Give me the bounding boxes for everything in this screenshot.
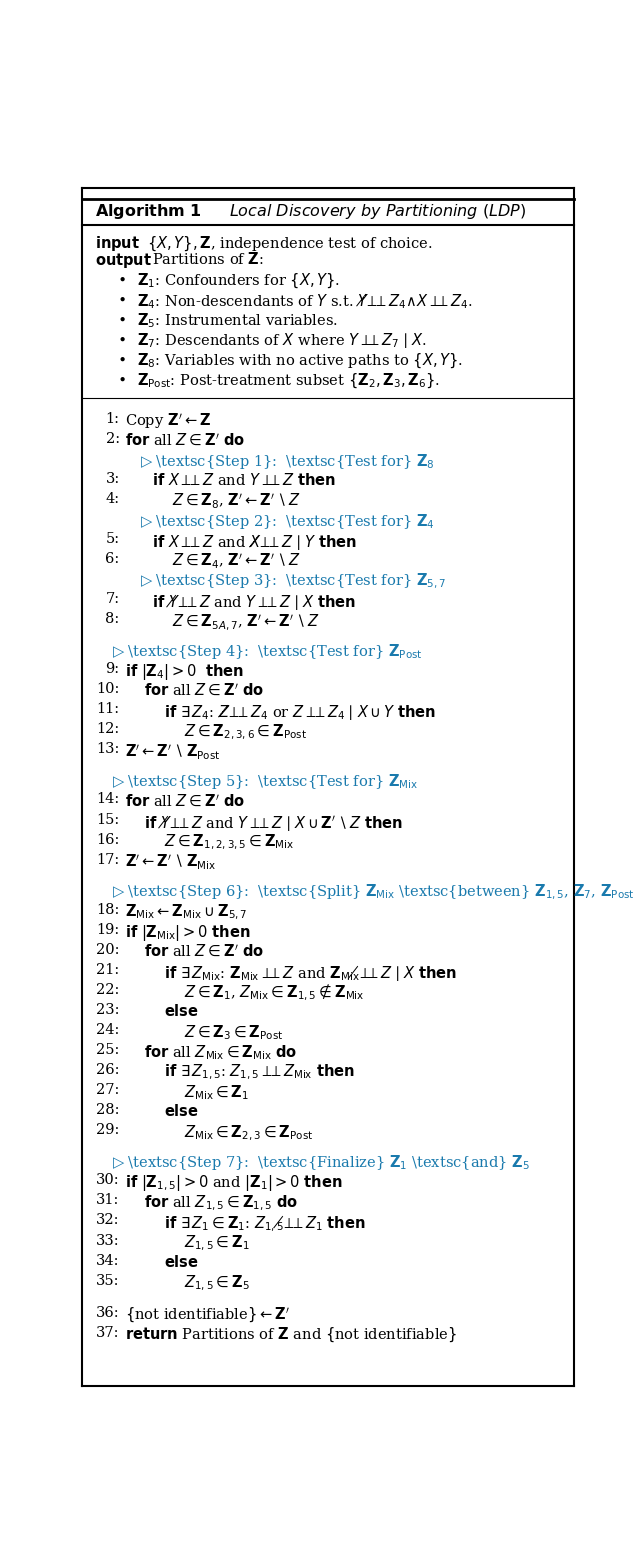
Text: 17:: 17: bbox=[97, 853, 120, 867]
Text: $\mathbf{if}$ $X \perp\!\!\!\perp Z$ and $X \not\!\perp\!\!\!\perp Z\mid Y$ $\ma: $\mathbf{if}$ $X \perp\!\!\!\perp Z$ and… bbox=[152, 532, 357, 552]
Text: $\mathbf{Z}_4$: Non-descendants of $Y$ s.t. $Y\not\!\perp\!\!\!\perp Z_4{\wedge}: $\mathbf{Z}_4$: Non-descendants of $Y$ s… bbox=[137, 292, 473, 310]
Text: $\{$not identifiable$\} \leftarrow \mathbf{Z}^\prime$: $\{$not identifiable$\} \leftarrow \math… bbox=[125, 1306, 289, 1325]
Text: $\mathbf{if}$ $\exists\,Z_{1,5}$: $Z_{1,5} \perp\!\!\!\perp Z_{\mathrm{Mix}}$ $\: $\mathbf{if}$ $\exists\,Z_{1,5}$: $Z_{1,… bbox=[164, 1063, 355, 1082]
Text: $\mathbf{for}$ all $Z \in \mathbf{Z}^\prime$ $\mathbf{do}$: $\mathbf{for}$ all $Z \in \mathbf{Z}^\pr… bbox=[145, 683, 264, 698]
Text: 21:: 21: bbox=[97, 963, 120, 977]
Text: 26:: 26: bbox=[96, 1063, 120, 1077]
Text: $\mathbf{Z}_8$: Variables with no active paths to $\{X,Y\}$.: $\mathbf{Z}_8$: Variables with no active… bbox=[137, 351, 463, 369]
Text: $\mathit{Local\ Discovery\ by\ Partitioning\ (LDP)}$: $\mathit{Local\ Discovery\ by\ Partition… bbox=[229, 203, 526, 221]
Text: 24:: 24: bbox=[96, 1023, 120, 1037]
Text: $Z \in \mathbf{Z}_{2,3,6} \in \mathbf{Z}_{\mathrm{Post}}$: $Z \in \mathbf{Z}_{2,3,6} \in \mathbf{Z}… bbox=[184, 722, 307, 742]
Text: $\mathbf{Z}^\prime \leftarrow \mathbf{Z}^\prime \setminus \mathbf{Z}_{\mathrm{Mi: $\mathbf{Z}^\prime \leftarrow \mathbf{Z}… bbox=[125, 853, 216, 871]
Text: $\mathbf{Z}_{\mathrm{Mix}} \leftarrow \mathbf{Z}_{\mathrm{Mix}} \cup \mathbf{Z}_: $\mathbf{Z}_{\mathrm{Mix}} \leftarrow \m… bbox=[125, 903, 247, 921]
Text: 3:: 3: bbox=[106, 472, 120, 486]
Text: 36:: 36: bbox=[96, 1306, 120, 1319]
Text: Copy $\mathbf{Z}^\prime \leftarrow \mathbf{Z}$: Copy $\mathbf{Z}^\prime \leftarrow \math… bbox=[125, 412, 211, 432]
Text: 25:: 25: bbox=[96, 1043, 120, 1057]
Text: $\triangleright$ \textsc{Step 4}:  \textsc{Test for} $\mathbf{Z}_{\mathrm{Post}}: $\triangleright$ \textsc{Step 4}: \texts… bbox=[112, 642, 422, 661]
Text: $\mathbf{input}$: $\mathbf{input}$ bbox=[95, 234, 140, 253]
Text: $\triangleright$ \textsc{Step 3}:  \textsc{Test for} $\mathbf{Z}_{5,7}$: $\triangleright$ \textsc{Step 3}: \texts… bbox=[140, 572, 445, 591]
Text: $\bullet$: $\bullet$ bbox=[117, 351, 126, 365]
Text: $\mathbf{Z}_7$: Descendants of $X$ where $Y\perp\!\!\!\perp Z_7\mid X$.: $\mathbf{Z}_7$: Descendants of $X$ where… bbox=[137, 332, 427, 351]
Text: $\{X,Y\}, \mathbf{Z}$, independence test of choice.: $\{X,Y\}, \mathbf{Z}$, independence test… bbox=[147, 234, 433, 253]
Text: $Z_{1,5} \in \mathbf{Z}_5$: $Z_{1,5} \in \mathbf{Z}_5$ bbox=[184, 1274, 250, 1292]
Text: $\triangleright$ \textsc{Step 2}:  \textsc{Test for} $\mathbf{Z}_4$: $\triangleright$ \textsc{Step 2}: \texts… bbox=[140, 511, 435, 530]
Text: $\triangleright$ \textsc{Step 5}:  \textsc{Test for} $\mathbf{Z}_{\mathrm{Mix}}$: $\triangleright$ \textsc{Step 5}: \texts… bbox=[112, 772, 419, 792]
Text: 4:: 4: bbox=[106, 491, 120, 505]
Text: $\mathbf{if}$ $\exists\,Z_{\mathrm{Mix}}$: $\mathbf{Z}_{\mathrm{Mix}} \perp\!\!\: $\mathbf{if}$ $\exists\,Z_{\mathrm{Mix}}… bbox=[164, 963, 458, 982]
Text: $\mathbf{for}$ all $Z \in \mathbf{Z}^\prime$ $\mathbf{do}$: $\mathbf{for}$ all $Z \in \mathbf{Z}^\pr… bbox=[125, 432, 244, 447]
Text: 7:: 7: bbox=[106, 592, 120, 606]
Text: 13:: 13: bbox=[96, 742, 120, 756]
Text: 29:: 29: bbox=[96, 1122, 120, 1137]
Text: $\mathbf{return}$ Partitions of $\mathbf{Z}$ and $\{$not identifiable$\}$: $\mathbf{return}$ Partitions of $\mathbf… bbox=[125, 1325, 456, 1344]
Text: $Z \in \mathbf{Z}_1$, $Z_{\mathrm{Mix}} \in \mathbf{Z}_{1,5} \notin \mathbf{Z}_{: $Z \in \mathbf{Z}_1$, $Z_{\mathrm{Mix}} … bbox=[184, 982, 365, 1004]
Text: 34:: 34: bbox=[96, 1253, 120, 1267]
Text: 18:: 18: bbox=[96, 903, 120, 917]
Text: 27:: 27: bbox=[96, 1084, 120, 1098]
Text: Partitions of $\mathbf{Z}$:: Partitions of $\mathbf{Z}$: bbox=[152, 251, 264, 267]
Text: $\bullet$: $\bullet$ bbox=[117, 292, 126, 306]
Text: $\mathbf{if}$ $\exists\,Z_4$: $Z \not\!\perp\!\!\!\perp Z_4$ or $Z \perp\!\!\!\p: $\mathbf{if}$ $\exists\,Z_4$: $Z \not\!\… bbox=[164, 702, 436, 722]
Text: $\mathbf{if}$ $\exists\,Z_1 \in \mathbf{Z}_1$: $Z_{1,5} \not\!\perp\!\!\!\perp Z: $\mathbf{if}$ $\exists\,Z_1 \in \mathbf{… bbox=[164, 1213, 366, 1233]
Text: $\mathbf{Z}_{\mathrm{Post}}$: Post-treatment subset $\{\mathbf{Z}_2,\mathbf{Z}_3: $\mathbf{Z}_{\mathrm{Post}}$: Post-treat… bbox=[137, 371, 440, 390]
Text: $\mathbf{for}$ all $Z_{1,5} \in \mathbf{Z}_{1,5}$ $\mathbf{do}$: $\mathbf{for}$ all $Z_{1,5} \in \mathbf{… bbox=[145, 1194, 299, 1213]
Text: 8:: 8: bbox=[106, 613, 120, 627]
Text: $\bullet$: $\bullet$ bbox=[117, 371, 126, 385]
Text: 32:: 32: bbox=[96, 1213, 120, 1227]
Text: $Z \in \mathbf{Z}_4$, $\mathbf{Z}^\prime \leftarrow \mathbf{Z}^\prime \setminus : $Z \in \mathbf{Z}_4$, $\mathbf{Z}^\prime… bbox=[172, 552, 301, 571]
Text: $\mathbf{else}$: $\mathbf{else}$ bbox=[164, 1253, 199, 1269]
Text: $Z \in \mathbf{Z}_8$, $\mathbf{Z}^\prime \leftarrow \mathbf{Z}^\prime \setminus : $Z \in \mathbf{Z}_8$, $\mathbf{Z}^\prime… bbox=[172, 491, 301, 511]
Text: 11:: 11: bbox=[97, 702, 120, 716]
Text: 35:: 35: bbox=[96, 1274, 120, 1288]
Text: $\mathbf{if}$ $|\mathbf{Z}_{\mathrm{Mix}}| > 0$ $\mathbf{then}$: $\mathbf{if}$ $|\mathbf{Z}_{\mathrm{Mix}… bbox=[125, 923, 250, 943]
Text: $\mathbf{Algorithm\ 1}$: $\mathbf{Algorithm\ 1}$ bbox=[95, 203, 202, 221]
Text: $Z \in \mathbf{Z}_{1,2,3,5} \in \mathbf{Z}_{\mathrm{Mix}}$: $Z \in \mathbf{Z}_{1,2,3,5} \in \mathbf{… bbox=[164, 833, 295, 851]
Text: 5:: 5: bbox=[106, 532, 120, 546]
Text: $Z \in \mathbf{Z}_{5A,7}$, $\mathbf{Z}^\prime \leftarrow \mathbf{Z}^\prime \setm: $Z \in \mathbf{Z}_{5A,7}$, $\mathbf{Z}^\… bbox=[172, 613, 319, 631]
Text: $Z \in \mathbf{Z}_3 \in \mathbf{Z}_{\mathrm{Post}}$: $Z \in \mathbf{Z}_3 \in \mathbf{Z}_{\mat… bbox=[184, 1023, 284, 1041]
Text: $\mathbf{else}$: $\mathbf{else}$ bbox=[164, 1002, 199, 1020]
Text: 19:: 19: bbox=[97, 923, 120, 937]
Text: $\mathbf{if}$ $X \perp\!\!\!\perp Z$ and $Y \perp\!\!\!\perp Z$ $\mathbf{then}$: $\mathbf{if}$ $X \perp\!\!\!\perp Z$ and… bbox=[152, 472, 336, 488]
Text: 6:: 6: bbox=[106, 552, 120, 566]
Text: $\mathbf{for}$ all $Z_{\mathrm{Mix}} \in \mathbf{Z}_{\mathrm{Mix}}$ $\mathbf{do}: $\mathbf{for}$ all $Z_{\mathrm{Mix}} \in… bbox=[145, 1043, 298, 1062]
Text: $\triangleright$ \textsc{Step 1}:  \textsc{Test for} $\mathbf{Z}_8$: $\triangleright$ \textsc{Step 1}: \texts… bbox=[140, 452, 434, 471]
Text: $\bullet$: $\bullet$ bbox=[117, 271, 126, 285]
Text: $\mathbf{output}$: $\mathbf{output}$ bbox=[95, 251, 152, 270]
Text: $\bullet$: $\bullet$ bbox=[117, 332, 126, 346]
Text: 37:: 37: bbox=[96, 1325, 120, 1339]
Text: 12:: 12: bbox=[97, 722, 120, 736]
Text: $\mathbf{if}$ $|\mathbf{Z}_4| > 0$  $\mathbf{then}$: $\mathbf{if}$ $|\mathbf{Z}_4| > 0$ $\mat… bbox=[125, 663, 243, 683]
Text: $\triangleright$ \textsc{Step 6}:  \textsc{Split} $\mathbf{Z}_{\mathrm{Mix}}$ \t: $\triangleright$ \textsc{Step 6}: \texts… bbox=[112, 882, 635, 903]
Text: 1:: 1: bbox=[106, 412, 120, 426]
Text: 31:: 31: bbox=[96, 1194, 120, 1207]
Text: 30:: 30: bbox=[96, 1174, 120, 1188]
Text: 10:: 10: bbox=[96, 683, 120, 697]
Text: $\mathbf{for}$ all $Z \in \mathbf{Z}^\prime$ $\mathbf{do}$: $\mathbf{for}$ all $Z \in \mathbf{Z}^\pr… bbox=[125, 792, 244, 809]
Text: $\mathbf{else}$: $\mathbf{else}$ bbox=[164, 1104, 199, 1119]
Text: $Z_{\mathrm{Mix}} \in \mathbf{Z}_{2,3} \in \mathbf{Z}_{\mathrm{Post}}$: $Z_{\mathrm{Mix}} \in \mathbf{Z}_{2,3} \… bbox=[184, 1122, 314, 1143]
Text: $\bullet$: $\bullet$ bbox=[117, 312, 126, 326]
Text: 9:: 9: bbox=[106, 663, 120, 677]
Text: $\triangleright$ \textsc{Step 7}:  \textsc{Finalize} $\mathbf{Z}_1$ \textsc{and}: $\triangleright$ \textsc{Step 7}: \texts… bbox=[112, 1154, 530, 1172]
Text: $\mathbf{if}$ $Y \not\!\perp\!\!\!\perp Z$ and $Y \perp\!\!\!\perp Z\mid X \cup : $\mathbf{if}$ $Y \not\!\perp\!\!\!\perp … bbox=[145, 812, 404, 833]
Text: $\mathbf{Z}_1$: Confounders for $\{X,Y\}$.: $\mathbf{Z}_1$: Confounders for $\{X,Y\}… bbox=[137, 271, 340, 290]
Text: $\mathbf{Z}^\prime \leftarrow \mathbf{Z}^\prime \setminus \mathbf{Z}_{\mathrm{Po: $\mathbf{Z}^\prime \leftarrow \mathbf{Z}… bbox=[125, 742, 220, 762]
Text: 33:: 33: bbox=[96, 1233, 120, 1247]
Text: $\mathbf{if}$ $Y \not\!\perp\!\!\!\perp Z$ and $Y \perp\!\!\!\perp Z\mid X$ $\ma: $\mathbf{if}$ $Y \not\!\perp\!\!\!\perp … bbox=[152, 592, 356, 613]
Text: 2:: 2: bbox=[106, 432, 120, 446]
Text: $\mathbf{Z}_5$: Instrumental variables.: $\mathbf{Z}_5$: Instrumental variables. bbox=[137, 312, 338, 331]
Text: $\mathbf{for}$ all $Z \in \mathbf{Z}^\prime$ $\mathbf{do}$: $\mathbf{for}$ all $Z \in \mathbf{Z}^\pr… bbox=[145, 943, 264, 959]
Text: $Z_{\mathrm{Mix}} \in \mathbf{Z}_1$: $Z_{\mathrm{Mix}} \in \mathbf{Z}_1$ bbox=[184, 1084, 250, 1102]
Text: 22:: 22: bbox=[96, 982, 120, 996]
Text: $Z_{1,5} \in \mathbf{Z}_1$: $Z_{1,5} \in \mathbf{Z}_1$ bbox=[184, 1233, 250, 1253]
Text: $\mathbf{if}$ $|\mathbf{Z}_{1,5}| > 0$ and $|\mathbf{Z}_1| > 0$ $\mathbf{then}$: $\mathbf{if}$ $|\mathbf{Z}_{1,5}| > 0$ a… bbox=[125, 1174, 342, 1193]
Text: 14:: 14: bbox=[97, 792, 120, 806]
Text: 28:: 28: bbox=[96, 1104, 120, 1118]
Text: 20:: 20: bbox=[96, 943, 120, 957]
Text: 16:: 16: bbox=[96, 833, 120, 847]
Text: 23:: 23: bbox=[96, 1002, 120, 1016]
Text: 15:: 15: bbox=[97, 812, 120, 826]
